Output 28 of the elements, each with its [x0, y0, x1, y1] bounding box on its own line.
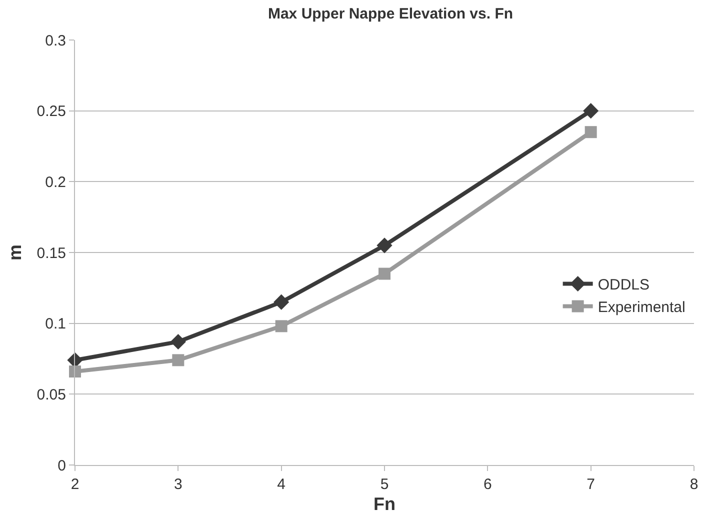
y-tick-label: 0.2	[45, 174, 66, 191]
x-tick-label: 5	[380, 476, 389, 493]
x-tick-label: 2	[70, 476, 80, 493]
x-tick-label: 8	[690, 476, 698, 493]
x-tick-label: 3	[174, 476, 182, 493]
y-tick-label: 0.25	[36, 103, 66, 120]
y-tick-label: 0.05	[36, 386, 66, 404]
point	[584, 126, 597, 138]
point	[376, 238, 392, 254]
x-tick-label: 6	[484, 476, 492, 493]
x-axis-title: Fn	[374, 494, 396, 514]
point	[69, 366, 81, 378]
point	[275, 320, 288, 332]
y-tick-label: 0.3	[45, 32, 66, 50]
legend-label: ODDLS	[598, 276, 650, 294]
y-tick-label: 0.15	[36, 244, 66, 262]
y-axis-title: m	[4, 244, 25, 261]
x-tick-label: 7	[586, 476, 595, 493]
point	[378, 268, 390, 280]
point	[170, 334, 186, 350]
chart-title: Max Upper Nappe Elevation vs. Fn	[268, 5, 514, 22]
y-tick-label: 0	[58, 457, 66, 474]
point	[583, 103, 599, 119]
x-tick-label: 4	[277, 476, 286, 493]
point	[172, 354, 184, 366]
y-tick-label: 0.1	[45, 316, 66, 333]
point	[274, 294, 290, 310]
legend-label: Experimental	[598, 299, 686, 316]
